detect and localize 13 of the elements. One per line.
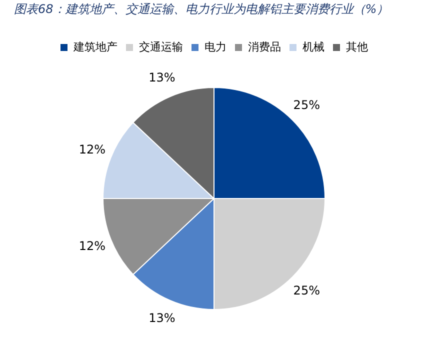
data-label: 13%: [148, 310, 176, 325]
chart-title: 图表68：建筑地产、交通运输、电力行业为电解铝主要消费行业（%）: [14, 2, 390, 17]
legend-label: 建筑地产: [72, 40, 118, 54]
legend-label: 机械: [302, 40, 324, 54]
data-label: 12%: [78, 142, 106, 156]
legend-label: 电力: [204, 40, 226, 54]
data-label: 25%: [293, 98, 320, 112]
legend-label: 消费品: [248, 40, 281, 54]
data-label: 25%: [293, 283, 320, 298]
legend-label: 交通运输: [139, 40, 183, 54]
legend-label: 其他: [346, 40, 368, 54]
data-label: 13%: [148, 70, 176, 84]
data-label: 12%: [78, 238, 106, 253]
